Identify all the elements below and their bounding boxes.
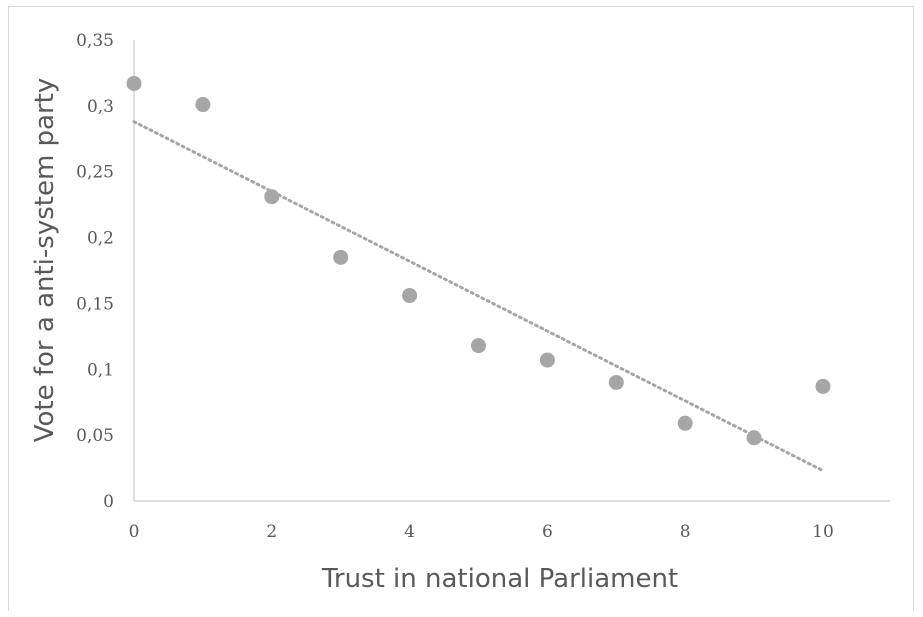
y-tick-label: 0,25 (76, 163, 114, 183)
data-point (746, 430, 762, 446)
data-point (402, 288, 418, 304)
y-tick-label: 0,05 (76, 426, 114, 446)
y-tick-label: 0,2 (87, 229, 114, 249)
y-tick-label: 0,3 (87, 97, 114, 117)
x-tick-label: 2 (266, 522, 277, 542)
y-axis-title: Vote for a anti-system party (30, 78, 60, 443)
data-point (815, 378, 831, 394)
trendline (132, 120, 825, 473)
x-axis-title: Trust in national Parliament (321, 564, 678, 594)
data-point (471, 338, 486, 354)
x-tick-label: 0 (129, 522, 140, 542)
data-point (608, 374, 624, 390)
data-point (264, 189, 280, 205)
data-points (126, 75, 831, 446)
y-tick-labels: 0 0,05 0,1 0,15 0,2 0,25 0,3 0,35 (76, 31, 114, 512)
data-point (195, 97, 211, 113)
data-point (333, 249, 349, 265)
x-tick-label: 4 (404, 522, 415, 542)
chart-frame (8, 6, 914, 611)
y-tick-label: 0,1 (87, 360, 114, 380)
y-tick-label: 0,35 (76, 31, 114, 51)
data-point (677, 415, 693, 431)
x-tick-label: 6 (542, 522, 553, 542)
x-tick-label: 10 (812, 522, 834, 542)
x-tick-labels: 0 2 4 6 8 10 (129, 522, 834, 542)
data-point (539, 352, 555, 368)
y-tick-label: 0,15 (76, 294, 114, 314)
y-tick-label: 0 (103, 492, 114, 512)
data-point (126, 75, 142, 91)
x-tick-label: 8 (680, 522, 691, 542)
